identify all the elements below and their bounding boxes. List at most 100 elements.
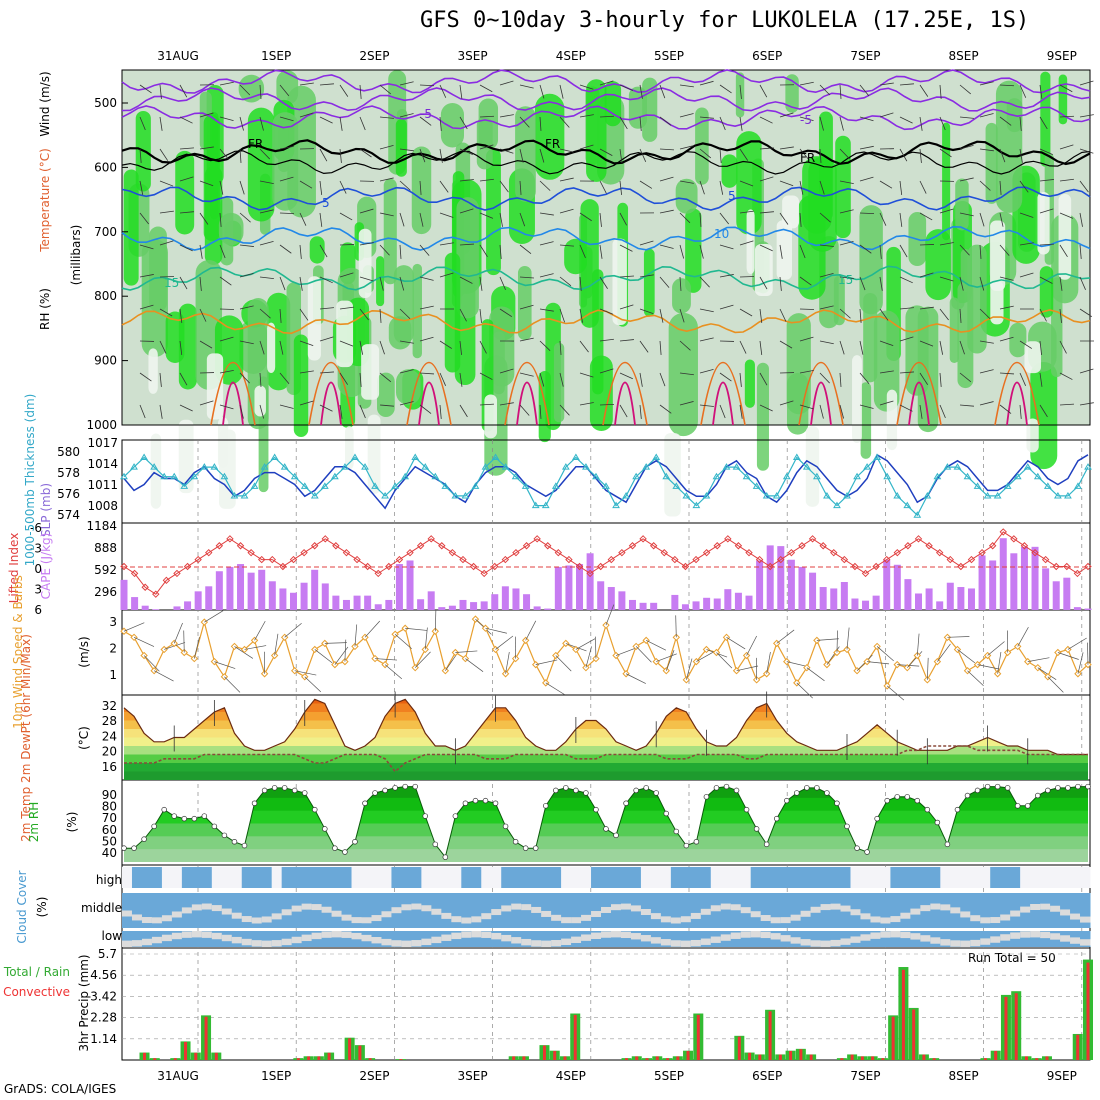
wind-barb-10m	[405, 627, 428, 631]
cape-bar	[936, 601, 944, 610]
cape-bar	[703, 597, 711, 610]
cloud-low-cell	[481, 931, 492, 947]
wind-barb	[199, 400, 214, 406]
thickness-marker	[391, 482, 400, 489]
wind-barb	[959, 308, 962, 323]
cloud-middle-gap	[561, 917, 572, 924]
precip-conv-bar	[748, 1052, 752, 1060]
cloud-low-gap	[1000, 934, 1011, 941]
precip-conv-bar	[881, 1058, 885, 1060]
rh-dry-patch	[805, 426, 820, 507]
precip-conv-bar	[153, 1058, 157, 1060]
rh-patch	[744, 359, 755, 408]
wind-barb	[559, 208, 574, 214]
cloud-high-cell	[840, 867, 851, 888]
wind-barb-10m	[545, 682, 565, 695]
cloud-middle-cell	[980, 893, 991, 928]
hot-contour	[516, 381, 538, 426]
cloud-low-gap	[251, 940, 263, 947]
cloud-middle-cell	[690, 893, 702, 928]
wind-barb	[639, 84, 643, 99]
cloud-low-gap	[291, 936, 303, 944]
cloud-low-gap	[122, 940, 133, 947]
wind-barb	[399, 276, 405, 291]
wind-barb	[939, 242, 954, 246]
rh-marker	[442, 854, 449, 860]
wind-barb	[919, 404, 923, 419]
precip-conv-bar	[317, 1056, 321, 1060]
wind-barb	[439, 180, 449, 193]
cloud-middle-gap	[900, 912, 911, 919]
rh-marker	[121, 845, 127, 851]
cloud-middle-cell	[880, 893, 891, 928]
thickness-marker	[752, 482, 761, 489]
wind-speed-marker	[602, 621, 610, 629]
rh-marker	[814, 785, 820, 791]
cape-bar	[300, 582, 308, 610]
cape-bar	[237, 564, 245, 610]
cloud-low-cell	[950, 931, 961, 947]
rh-marker	[553, 787, 559, 794]
precip-conv-bar	[891, 1016, 895, 1060]
thickness-marker	[1064, 491, 1072, 499]
rh-marker	[291, 787, 298, 794]
rh-patch	[476, 116, 493, 170]
wind-barb	[859, 176, 874, 182]
wind-barb	[659, 276, 670, 288]
cape-bar	[819, 587, 827, 610]
wind-barb	[399, 180, 411, 191]
thickness-marker	[561, 463, 570, 470]
cloud-middle-gap	[571, 917, 582, 924]
rh-marker	[864, 849, 870, 855]
rh-marker	[241, 842, 248, 849]
wind-barb	[599, 403, 615, 406]
li-marker	[798, 542, 806, 550]
hot-contour	[320, 381, 342, 426]
wind-barb	[359, 372, 362, 387]
cloud-middle-gap	[391, 907, 402, 914]
wind-barb	[179, 404, 193, 412]
wind-barb	[179, 244, 193, 252]
wind10m-units: (m/s)	[77, 636, 91, 667]
profile-ytick: 500	[94, 96, 117, 110]
rh-patch	[515, 106, 536, 202]
wind-barb	[599, 276, 608, 289]
wind-barb	[799, 369, 814, 374]
cloud-high-cell	[660, 867, 672, 888]
wind-barb	[279, 404, 294, 409]
cloud-high-cell	[630, 867, 642, 888]
temp-band	[124, 699, 1088, 704]
li-marker	[1084, 562, 1092, 571]
wind-barb-10m	[635, 646, 652, 663]
thickness-marker	[511, 472, 520, 480]
cloud-low-gap	[131, 940, 143, 947]
wind-barb	[479, 178, 494, 182]
cloud-middle-gap	[700, 908, 712, 915]
time-label-top: 6SEP	[752, 49, 782, 63]
cloud-middle-cell	[960, 893, 971, 928]
wind-barb	[559, 404, 570, 416]
wind-barb	[939, 148, 952, 158]
wind-barb	[759, 211, 774, 214]
wind-speed-marker	[833, 648, 841, 657]
thickness-marker	[140, 453, 148, 460]
cape-bar	[289, 592, 297, 610]
cape-bar	[862, 600, 870, 610]
cloud-middle-cell	[301, 893, 313, 928]
wind-barb	[819, 404, 824, 419]
wind-barb	[599, 212, 602, 227]
cloud-middle-gap	[341, 914, 353, 921]
wind-barb	[179, 84, 188, 98]
wind-barb	[679, 212, 691, 224]
wind-barb-10m	[867, 661, 890, 665]
wind-barb-10m	[726, 637, 746, 650]
thickness-marker	[863, 463, 871, 470]
cloud-low-cell	[122, 931, 133, 947]
cloud-level-label: low	[102, 929, 123, 943]
thickness-marker	[923, 491, 932, 499]
wind-barb	[319, 148, 328, 162]
wind-barb-10m	[183, 630, 185, 653]
thickness-marker	[823, 491, 831, 499]
rh-marker	[663, 810, 669, 817]
thickness-marker	[250, 482, 259, 489]
